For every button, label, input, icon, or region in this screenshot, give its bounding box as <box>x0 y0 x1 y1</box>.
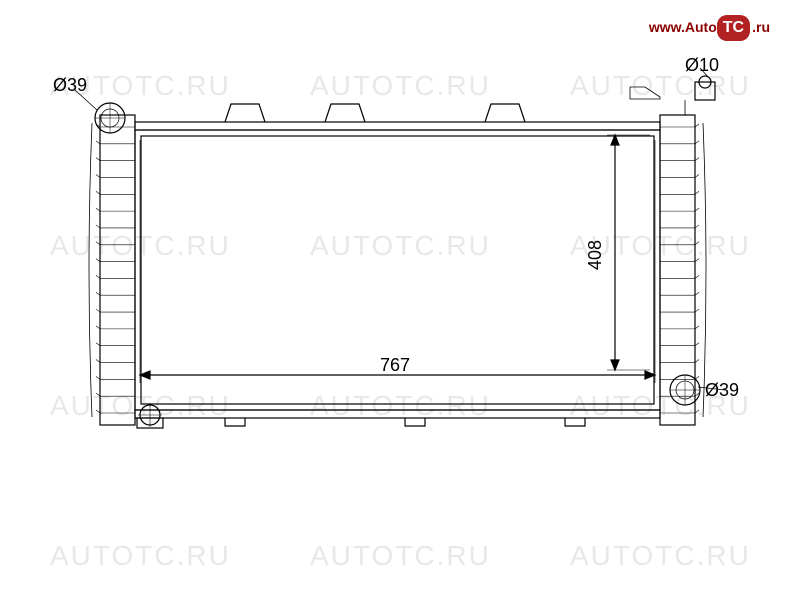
site-logo: www.AutoTC.ru <box>649 15 770 41</box>
dim-height: 408 <box>585 240 606 270</box>
dim-port-bottom-right: Ø39 <box>705 380 739 401</box>
radiator-svg <box>45 60 745 480</box>
dim-port-top-right: Ø10 <box>685 55 719 76</box>
logo-url-suffix: .ru <box>752 19 770 35</box>
dim-port-top-left: Ø39 <box>53 75 87 96</box>
watermark-text: AUTOTC.RU <box>310 540 491 572</box>
dim-width: 767 <box>380 355 410 376</box>
logo-url-prefix: www.Auto <box>649 19 717 35</box>
watermark-text: AUTOTC.RU <box>50 540 231 572</box>
watermark-text: AUTOTC.RU <box>570 540 751 572</box>
technical-drawing: Ø39 Ø10 Ø39 767 408 <box>45 60 745 480</box>
logo-badge: TC <box>717 15 750 41</box>
